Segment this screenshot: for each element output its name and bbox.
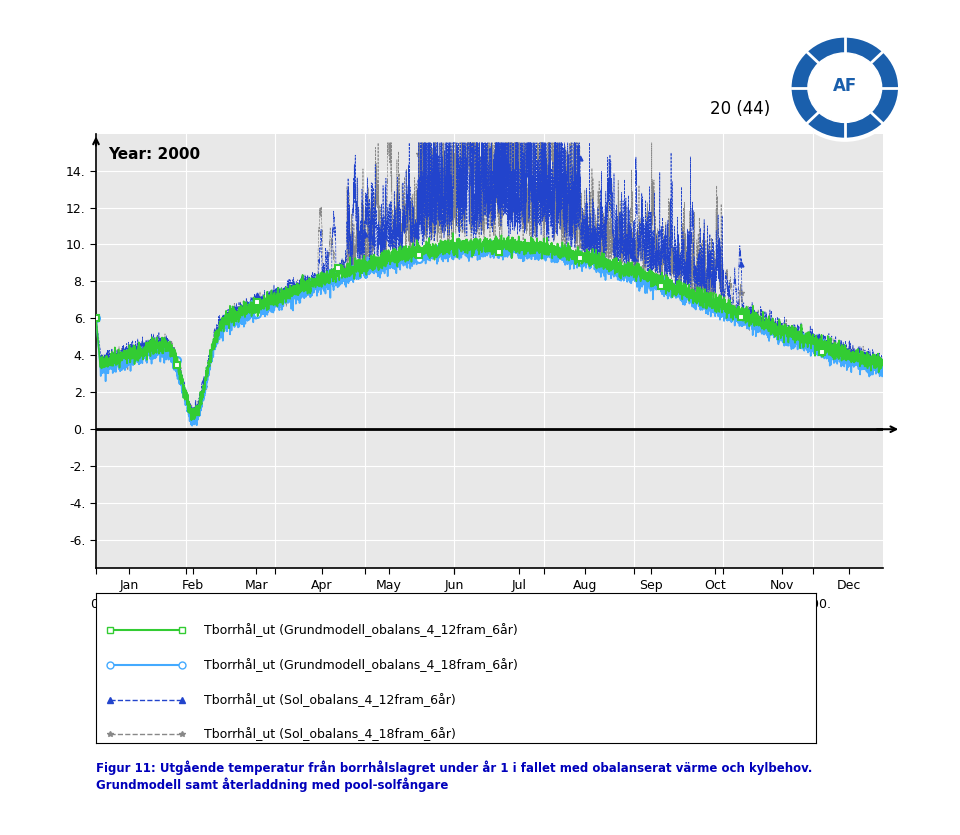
Text: Tborrhål_ut (Sol_obalans_4_18fram_6år): Tborrhål_ut (Sol_obalans_4_18fram_6år) — [204, 727, 456, 741]
Circle shape — [808, 53, 881, 123]
Text: Figur 11: Utgående temperatur från borrhålslagret under år 1 i fallet med obalan: Figur 11: Utgående temperatur från borrh… — [96, 761, 812, 776]
Text: Year: 2000: Year: 2000 — [108, 147, 200, 162]
Text: Tborrhål_ut (Grundmodell_obalans_4_12fram_6år): Tborrhål_ut (Grundmodell_obalans_4_12fra… — [204, 624, 517, 637]
Text: Tborrhål_ut (Sol_obalans_4_12fram_6år): Tborrhål_ut (Sol_obalans_4_12fram_6år) — [204, 692, 456, 706]
Text: 20 (44): 20 (44) — [710, 100, 771, 119]
Text: Grundmodell samt återladdning med pool-solfångare: Grundmodell samt återladdning med pool-s… — [96, 777, 448, 792]
Text: Tborrhål_ut (Grundmodell_obalans_4_18fram_6år): Tborrhål_ut (Grundmodell_obalans_4_18fra… — [204, 658, 517, 672]
Circle shape — [789, 36, 900, 139]
Text: AF: AF — [832, 77, 857, 94]
